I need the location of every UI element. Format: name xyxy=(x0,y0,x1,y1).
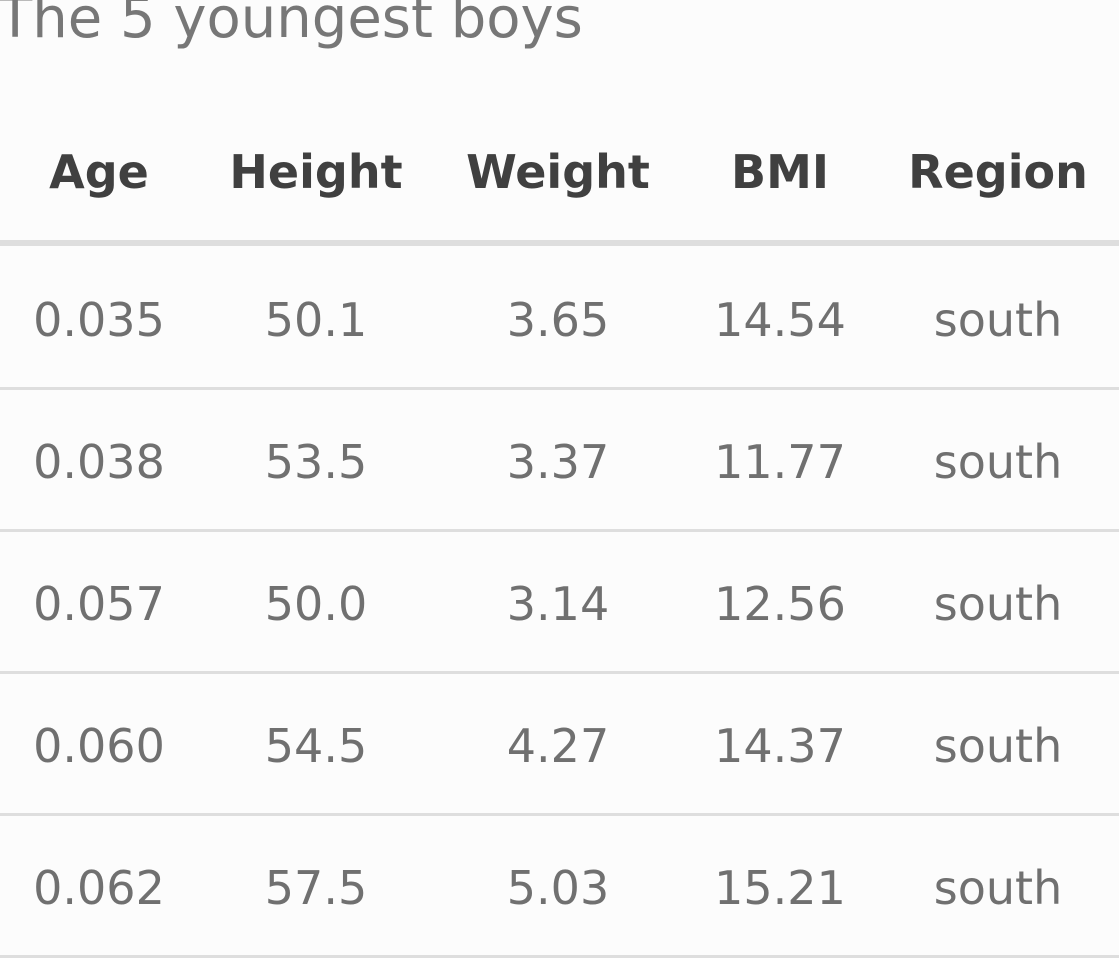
table-cell: south xyxy=(933,293,1063,347)
table-cell: 12.56 xyxy=(714,577,846,631)
table-cell: 0.057 xyxy=(33,577,165,631)
table-title: The 5 youngest boys xyxy=(0,0,583,51)
header-border xyxy=(0,240,1119,246)
table-cell: 53.5 xyxy=(264,435,368,489)
row-border xyxy=(0,387,1119,390)
table-cell: 57.5 xyxy=(264,861,368,915)
table-cell: 14.37 xyxy=(714,719,846,773)
column-header: BMI xyxy=(731,145,829,199)
table-cell: south xyxy=(933,577,1063,631)
table-cell: 14.54 xyxy=(714,293,846,347)
row-border xyxy=(0,813,1119,816)
table-cell: 0.035 xyxy=(33,293,165,347)
table-cell: 3.37 xyxy=(506,435,610,489)
table-cell: south xyxy=(933,435,1063,489)
table-cell: 3.14 xyxy=(506,577,610,631)
column-header: Height xyxy=(229,145,403,199)
table-cell: 50.1 xyxy=(264,293,368,347)
row-border xyxy=(0,529,1119,532)
table-cell: south xyxy=(933,861,1063,915)
table-cell: 3.65 xyxy=(506,293,610,347)
table-cell: 4.27 xyxy=(506,719,610,773)
column-header: Weight xyxy=(466,145,650,199)
table-cell: 0.060 xyxy=(33,719,165,773)
table-cell: south xyxy=(933,719,1063,773)
table-cell: 11.77 xyxy=(714,435,846,489)
table-cell: 15.21 xyxy=(714,861,846,915)
table-cell: 0.062 xyxy=(33,861,165,915)
column-header: Age xyxy=(49,145,149,199)
table-cell: 0.038 xyxy=(33,435,165,489)
table-cell: 50.0 xyxy=(264,577,368,631)
column-header: Region xyxy=(908,145,1088,199)
table-cell: 54.5 xyxy=(264,719,368,773)
table-cell: 5.03 xyxy=(506,861,610,915)
row-border xyxy=(0,671,1119,674)
